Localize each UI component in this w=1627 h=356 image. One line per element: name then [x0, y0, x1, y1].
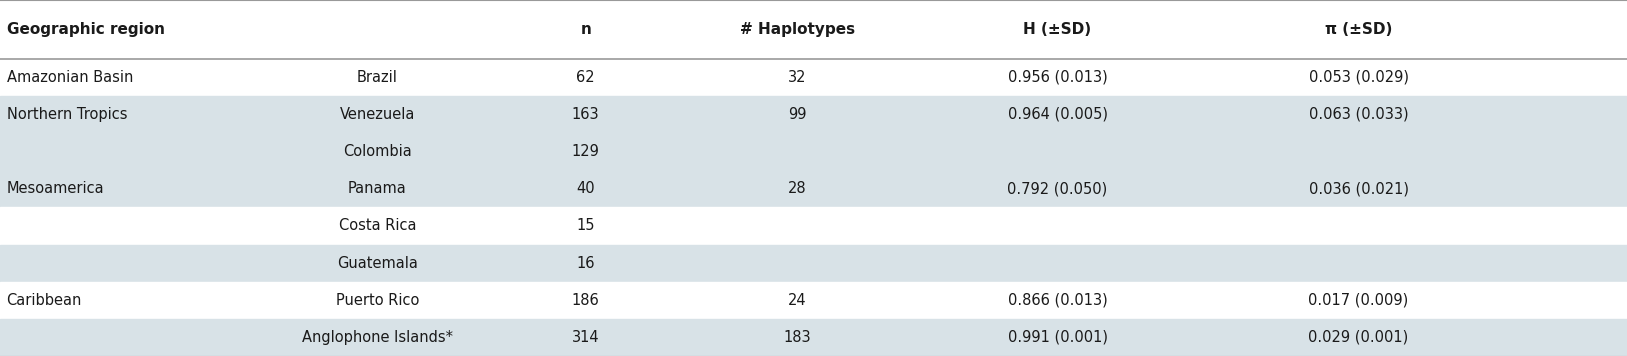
Text: Amazonian Basin: Amazonian Basin [7, 70, 133, 85]
Text: 183: 183 [784, 330, 810, 345]
Text: Anglophone Islands*: Anglophone Islands* [303, 330, 452, 345]
Text: 0.036 (0.021): 0.036 (0.021) [1308, 181, 1409, 196]
Bar [0, 0, 1627, 59]
Text: 0.029 (0.001): 0.029 (0.001) [1308, 330, 1409, 345]
Text: 0.063 (0.033): 0.063 (0.033) [1308, 107, 1409, 122]
Text: Panama: Panama [348, 181, 407, 196]
Text: Costa Rica: Costa Rica [338, 219, 417, 234]
Text: 16: 16 [576, 256, 595, 271]
Text: π (±SD): π (±SD) [1324, 22, 1393, 37]
Text: 0.792 (0.050): 0.792 (0.050) [1007, 181, 1108, 196]
Text: 163: 163 [573, 107, 599, 122]
Text: Geographic region: Geographic region [7, 22, 164, 37]
Text: Caribbean: Caribbean [7, 293, 81, 308]
Text: n: n [581, 22, 591, 37]
Bar [0, 282, 1627, 319]
Text: Guatemala: Guatemala [337, 256, 418, 271]
Text: Mesoamerica: Mesoamerica [7, 181, 104, 196]
Text: 99: 99 [787, 107, 807, 122]
Bar [0, 133, 1627, 170]
Text: 24: 24 [787, 293, 807, 308]
Text: 62: 62 [576, 70, 595, 85]
Text: Venezuela: Venezuela [340, 107, 415, 122]
Bar [0, 319, 1627, 356]
Text: 0.866 (0.013): 0.866 (0.013) [1007, 293, 1108, 308]
Bar [0, 96, 1627, 133]
Text: 0.053 (0.029): 0.053 (0.029) [1308, 70, 1409, 85]
Text: # Haplotypes: # Haplotypes [740, 22, 854, 37]
Text: 129: 129 [571, 144, 600, 159]
Text: 186: 186 [571, 293, 600, 308]
Text: 0.964 (0.005): 0.964 (0.005) [1007, 107, 1108, 122]
Text: 28: 28 [787, 181, 807, 196]
Text: H (±SD): H (±SD) [1023, 22, 1092, 37]
Text: Brazil: Brazil [356, 70, 399, 85]
Text: 314: 314 [573, 330, 599, 345]
Text: Northern Tropics: Northern Tropics [7, 107, 127, 122]
Text: 15: 15 [576, 219, 595, 234]
Bar [0, 170, 1627, 207]
Bar [0, 245, 1627, 282]
Text: 0.956 (0.013): 0.956 (0.013) [1007, 70, 1108, 85]
Bar [0, 207, 1627, 245]
Text: 0.991 (0.001): 0.991 (0.001) [1007, 330, 1108, 345]
Text: 40: 40 [576, 181, 595, 196]
Text: 32: 32 [787, 70, 807, 85]
Text: Puerto Rico: Puerto Rico [335, 293, 420, 308]
Bar [0, 59, 1627, 96]
Text: 0.017 (0.009): 0.017 (0.009) [1308, 293, 1409, 308]
Text: Colombia: Colombia [343, 144, 412, 159]
